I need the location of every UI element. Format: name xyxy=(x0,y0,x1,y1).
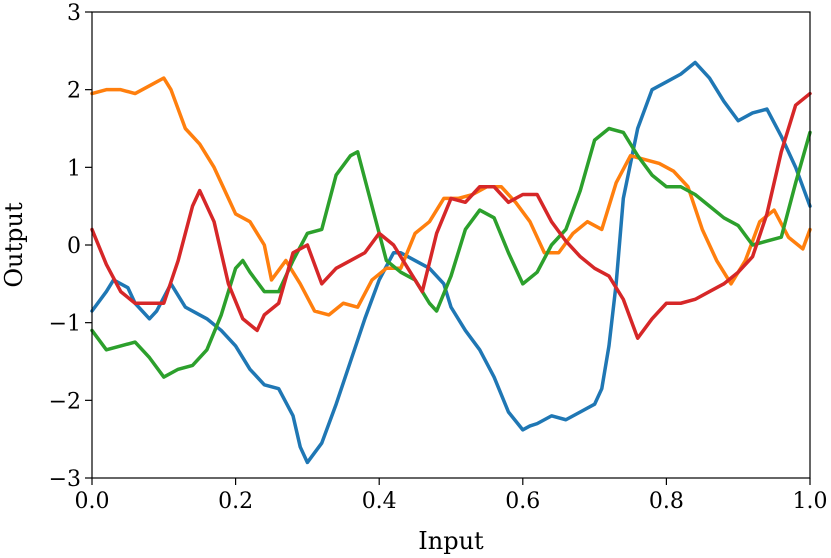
x-axis: 0.0 0.2 0.4 0.6 0.8 1.0 xyxy=(75,478,828,514)
y-tick-label: 3 xyxy=(67,1,81,26)
series-line-3 xyxy=(90,126,812,379)
y-tick-label: −2 xyxy=(49,389,81,414)
y-tick-label: 1 xyxy=(67,156,81,181)
series-layer xyxy=(90,60,812,465)
series-line-1 xyxy=(90,60,812,465)
x-tick-label: 0.2 xyxy=(218,489,253,514)
y-tick-label: 2 xyxy=(67,79,81,104)
plot-background xyxy=(92,12,810,478)
y-tick-label: −1 xyxy=(49,312,81,337)
y-tick-label: 0 xyxy=(67,234,81,259)
x-tick-label: 1.0 xyxy=(793,489,828,514)
y-tick-label: −3 xyxy=(49,467,81,492)
y-axis: −3 −2 −1 0 1 2 3 xyxy=(49,1,92,492)
x-tick-label: 0.8 xyxy=(649,489,684,514)
series-line-4 xyxy=(90,91,812,340)
series-line-2 xyxy=(90,76,812,317)
x-tick-label: 0.0 xyxy=(75,489,110,514)
x-axis-label: Input xyxy=(418,527,484,555)
x-tick-label: 0.6 xyxy=(505,489,540,514)
y-axis-label: Output xyxy=(0,202,28,288)
x-tick-label: 0.4 xyxy=(362,489,397,514)
